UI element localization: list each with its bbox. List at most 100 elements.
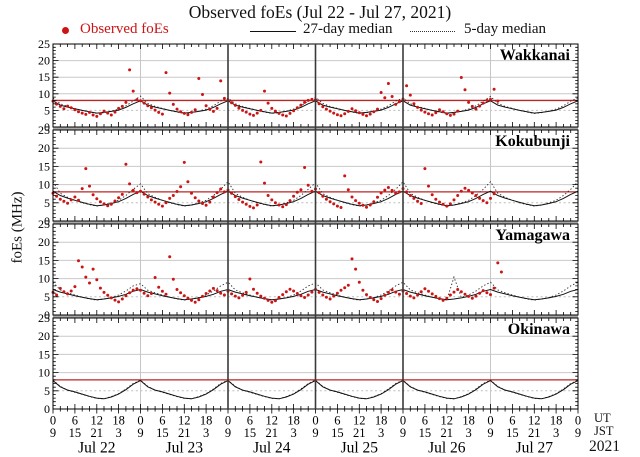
ut-tick-label: 12 <box>441 414 454 428</box>
station-label: Yamagawa <box>495 227 570 244</box>
y-tick-label: 25 <box>38 123 50 137</box>
jst-tick-label: 9 <box>400 426 406 440</box>
day-label: Jul 26 <box>428 440 466 457</box>
ut-tick-label: 0 <box>575 414 581 428</box>
y-tick-label: 5 <box>44 103 50 117</box>
ut-tick-label: 6 <box>422 414 428 428</box>
day-label: Jul 27 <box>516 440 554 457</box>
y-tick-label: 20 <box>38 54 50 68</box>
y-tick-label: 15 <box>38 253 50 267</box>
jst-tick-label: 3 <box>553 426 559 440</box>
panel-okinawa: 0 5 10 15 20 25 Okinawa <box>38 311 579 416</box>
jst-tick-label: 15 <box>156 426 169 440</box>
legend-observed-label: Observed foEs <box>80 21 169 37</box>
ut-tick-label: 18 <box>462 414 475 428</box>
jst-tick-label: 9 <box>312 426 318 440</box>
jst-tick-label: 15 <box>506 426 519 440</box>
y-tick-label: 15 <box>38 70 50 84</box>
ut-tick-label: 12 <box>178 414 191 428</box>
y-tick-label: 15 <box>38 159 50 173</box>
solid-line-icon <box>250 31 296 32</box>
ut-tick-label: 0 <box>487 414 493 428</box>
observed-series <box>51 160 496 210</box>
jst-tick-label: 15 <box>244 426 257 440</box>
ut-suffix-label: UT <box>594 411 611 425</box>
jst-tick-label: 3 <box>465 426 471 440</box>
ut-tick-label: 6 <box>159 414 165 428</box>
ut-tick-label: 12 <box>266 414 279 428</box>
jst-tick-label: 9 <box>50 426 56 440</box>
legend-27day-label: 27-day median <box>303 21 393 37</box>
jst-tick-label: 3 <box>203 426 209 440</box>
ut-tick-label: 18 <box>375 414 388 428</box>
day-label: Jul 24 <box>253 440 291 457</box>
observed-series <box>51 255 503 304</box>
y-tick-label: 25 <box>38 37 50 51</box>
y-tick-label: 0 <box>44 308 50 322</box>
station-label: Wakkanai <box>500 47 571 64</box>
chart-title: Observed foEs (Jul 22 - Jul 27, 2021) <box>188 2 452 22</box>
y-tick-label: 5 <box>44 290 50 304</box>
jst-tick-label: 15 <box>331 426 344 440</box>
day-label: Jul 22 <box>78 440 115 457</box>
jst-tick-label: 21 <box>441 426 454 440</box>
axis-ticks <box>53 224 578 315</box>
station-label: Okinawa <box>508 321 570 338</box>
ut-tick-label: 6 <box>334 414 340 428</box>
ut-tick-label: 0 <box>312 414 318 428</box>
ut-tick-label: 18 <box>200 414 213 428</box>
jst-tick-label: 3 <box>290 426 296 440</box>
ut-tick-label: 6 <box>72 414 78 428</box>
ut-tick-label: 18 <box>550 414 563 428</box>
jst-tick-label: 15 <box>419 426 432 440</box>
y-tick-label: 15 <box>38 347 50 361</box>
y-tick-label: 10 <box>38 178 50 192</box>
jst-tick-label: 15 <box>69 426 82 440</box>
ut-tick-label: 6 <box>509 414 515 428</box>
x-axis-labels: 0 6 12 18 0 6 12 18 0 6 12 18 0 6 12 18 0 6 12 18 0 6 12 18 09 15… <box>50 414 581 457</box>
jst-suffix-label: JST <box>594 424 614 438</box>
y-tick-label: 25 <box>38 311 50 325</box>
jst-tick-label: 21 <box>353 426 366 440</box>
ut-tick-label: 6 <box>247 414 253 428</box>
axis-ticks <box>53 130 578 221</box>
ut-tick-label: 0 <box>137 414 143 428</box>
y-tick-label: 20 <box>38 329 50 343</box>
y-tick-label: 10 <box>38 87 50 101</box>
y-tick-label: 5 <box>44 384 50 398</box>
ut-tick-label: 12 <box>91 414 104 428</box>
jst-tick-label: 21 <box>528 426 541 440</box>
ut-tick-label: 18 <box>112 414 125 428</box>
y-tick-label: 0 <box>44 120 50 134</box>
y-tick-label: 25 <box>38 217 50 231</box>
day-label: Jul 23 <box>166 440 204 457</box>
jst-tick-label: 9 <box>225 426 231 440</box>
ut-tick-label: 0 <box>225 414 231 428</box>
jst-tick-label: 3 <box>378 426 384 440</box>
bottom-axis-ticks <box>52 409 579 414</box>
ut-tick-label: 12 <box>528 414 541 428</box>
ut-tick-label: 12 <box>353 414 366 428</box>
panel-wakkanai: 0 5 10 15 20 25 Wakkanai <box>38 37 579 134</box>
year-label: 2021 <box>589 438 620 455</box>
ut-tick-label: 0 <box>50 414 56 428</box>
y-tick-label: 20 <box>38 141 50 155</box>
jst-tick-label: 9 <box>137 426 143 440</box>
y-tick-label: 10 <box>38 366 50 380</box>
y-tick-label: 5 <box>44 196 50 210</box>
y-tick-label: 10 <box>38 272 50 286</box>
jst-tick-label: 21 <box>178 426 191 440</box>
y-tick-label: 20 <box>38 235 50 249</box>
y-tick-label: 0 <box>44 402 50 416</box>
dotted-line-icon <box>410 31 455 32</box>
legend-5day-label: 5-day median <box>464 21 547 37</box>
panel-kokubunji: 0 5 10 15 20 25 Kokubunji <box>38 123 579 228</box>
day-label: Jul 25 <box>341 440 379 457</box>
ut-tick-label: 0 <box>400 414 406 428</box>
ut-tick-label: 18 <box>287 414 300 428</box>
observed-dot-icon <box>62 27 69 34</box>
axis-ticks <box>53 44 578 127</box>
station-label: Kokubunji <box>495 133 570 150</box>
